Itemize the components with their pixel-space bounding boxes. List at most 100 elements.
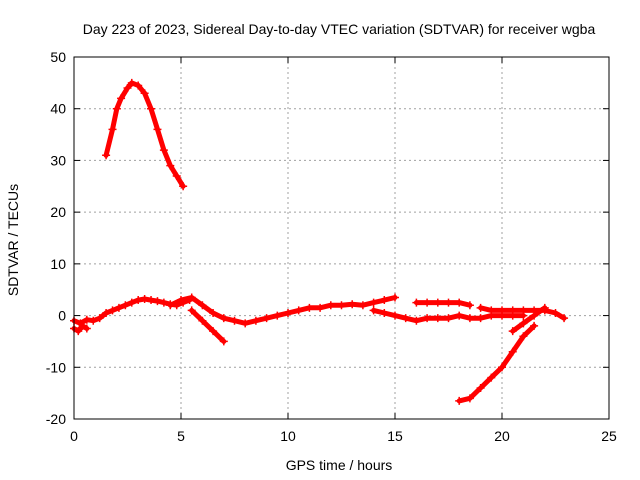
data-point bbox=[89, 316, 98, 325]
data-point bbox=[209, 327, 218, 336]
data-point bbox=[530, 311, 539, 320]
data-point bbox=[412, 298, 421, 307]
data-point bbox=[465, 301, 474, 310]
data-point bbox=[476, 303, 485, 312]
data-point bbox=[95, 314, 104, 323]
data-point bbox=[219, 314, 228, 323]
series-arc-rise-2 bbox=[510, 305, 548, 334]
data-point bbox=[262, 314, 271, 323]
data-point bbox=[455, 298, 464, 307]
data-point bbox=[369, 306, 378, 315]
data-point bbox=[121, 301, 130, 310]
data-point bbox=[401, 314, 410, 323]
data-point bbox=[82, 324, 91, 333]
data-point bbox=[198, 316, 207, 325]
y-tick-label: 10 bbox=[50, 256, 66, 272]
data-point bbox=[519, 306, 528, 315]
data-point bbox=[551, 308, 560, 317]
data-point bbox=[508, 306, 517, 315]
chart-title: Day 223 of 2023, Sidereal Day-to-day VTE… bbox=[83, 21, 596, 37]
series-arc-fall bbox=[189, 307, 227, 344]
y-tick-label: 20 bbox=[50, 204, 66, 220]
data-point bbox=[153, 125, 162, 134]
data-point bbox=[166, 161, 175, 170]
data-point bbox=[498, 306, 506, 315]
y-axis-label: SDTVAR / TECUs bbox=[5, 184, 21, 296]
data-point bbox=[465, 314, 474, 323]
data-point bbox=[284, 308, 292, 317]
data-series bbox=[70, 78, 569, 405]
x-tick-label: 5 bbox=[177, 428, 185, 444]
data-point bbox=[423, 298, 432, 307]
data-point bbox=[498, 363, 506, 372]
data-point bbox=[117, 94, 126, 103]
series-arc-mid bbox=[167, 295, 398, 326]
data-point bbox=[134, 296, 143, 305]
data-point bbox=[540, 303, 549, 312]
data-point bbox=[433, 298, 442, 307]
data-point bbox=[348, 300, 357, 309]
y-tick-label: -10 bbox=[46, 359, 66, 375]
data-point bbox=[273, 311, 282, 320]
data-point bbox=[380, 296, 389, 305]
x-tick-label: 25 bbox=[601, 428, 617, 444]
data-point bbox=[294, 306, 303, 315]
data-point bbox=[159, 298, 168, 307]
data-point bbox=[140, 295, 149, 304]
data-point bbox=[369, 298, 378, 307]
data-point bbox=[326, 301, 335, 310]
series-arc-rise bbox=[456, 323, 537, 404]
data-point bbox=[337, 301, 346, 310]
data-point bbox=[358, 301, 367, 310]
plot-border bbox=[73, 56, 610, 420]
data-point bbox=[108, 306, 117, 315]
data-point bbox=[219, 337, 228, 346]
data-point bbox=[519, 319, 528, 328]
data-point bbox=[102, 308, 111, 317]
data-point bbox=[230, 316, 239, 325]
data-point bbox=[508, 347, 517, 356]
data-point bbox=[455, 396, 464, 405]
data-point bbox=[78, 321, 87, 330]
x-tick-label: 15 bbox=[387, 428, 403, 444]
data-point bbox=[316, 303, 325, 312]
data-point bbox=[123, 84, 132, 93]
data-point bbox=[108, 125, 117, 134]
data-point bbox=[82, 315, 91, 324]
data-point bbox=[465, 394, 474, 403]
data-point bbox=[198, 301, 207, 310]
data-point bbox=[391, 311, 399, 320]
y-tick-label: 0 bbox=[58, 308, 66, 324]
data-point bbox=[74, 327, 83, 336]
data-point bbox=[305, 303, 314, 312]
data-point bbox=[560, 314, 569, 323]
y-tick-label: 40 bbox=[50, 101, 66, 117]
data-point bbox=[519, 332, 528, 341]
data-point bbox=[412, 316, 421, 325]
data-point bbox=[112, 104, 121, 113]
data-point bbox=[147, 104, 156, 113]
data-point bbox=[391, 293, 399, 302]
data-point bbox=[251, 316, 260, 325]
data-point bbox=[487, 373, 496, 382]
data-point bbox=[433, 314, 442, 323]
axis-ticks: 0 5 10 15 20 25 -20 -10 0 10 20 30 40 50 bbox=[46, 49, 617, 444]
series-arc-early-low bbox=[71, 323, 90, 334]
data-point bbox=[177, 296, 185, 305]
data-point bbox=[487, 306, 496, 315]
data-point bbox=[114, 303, 123, 312]
data-point bbox=[159, 146, 168, 155]
data-point bbox=[134, 81, 143, 90]
x-tick-label: 10 bbox=[280, 428, 296, 444]
data-point bbox=[127, 78, 136, 87]
data-point bbox=[209, 308, 218, 317]
data-point bbox=[140, 89, 149, 98]
data-point bbox=[476, 314, 485, 323]
data-point bbox=[102, 151, 111, 160]
x-axis-label: GPS time / hours bbox=[286, 457, 393, 473]
y-tick-label: 30 bbox=[50, 152, 66, 168]
data-point bbox=[423, 314, 432, 323]
data-point bbox=[380, 308, 389, 317]
